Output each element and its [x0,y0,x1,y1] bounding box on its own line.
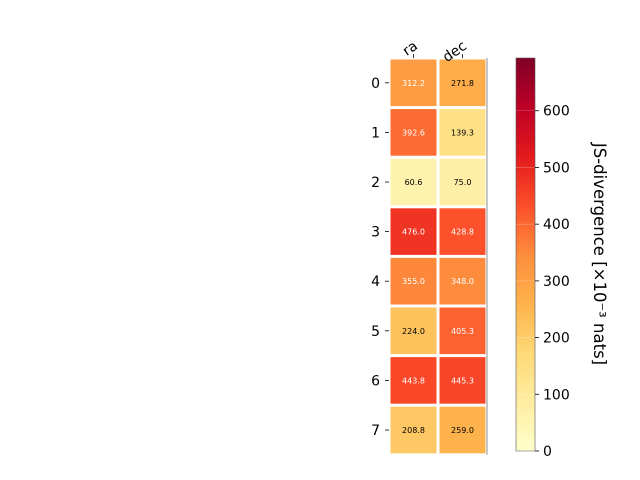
colorbar-label: JS-divergence [×10⁻³ nats] [590,142,609,365]
heatmap-cell [439,109,486,156]
cell-value-label: 405.3 [451,327,474,336]
cell-value-label: 60.6 [405,178,423,187]
heatmap-cell [390,307,437,355]
heatmap-cells: 312.2 271.8 392.6 139.3 60.6 75.0 476.0 428.8 35… [390,58,488,455]
heatmap-cell [390,257,437,305]
heatmap-cell [439,208,486,255]
cell-value-label: 443.8 [402,376,425,385]
heatmap-cell [390,208,437,255]
heatmap-cell [439,357,486,404]
cell-value-label: 445.3 [451,376,474,385]
colorbar-tick-label: 400 [543,217,570,233]
heatmap-cell [439,158,486,206]
row-label: 4 [371,274,380,290]
cell-value-label: 259.0 [451,426,474,435]
cell-value-label: 476.0 [402,228,425,237]
heatmap-cell [439,307,486,355]
cell-value-label: 208.8 [402,426,425,435]
colorbar-ticks: 0 100 200 300 400 500 600 [516,104,570,460]
heatmap-cell [390,109,437,156]
heatmap-cell [439,59,486,107]
cell-value-label: 224.0 [402,327,425,336]
heatmap-cell [439,406,486,454]
colorbar: 0 100 200 300 400 500 600 JS-divergence [×10⁻³… [515,57,609,460]
colorbar-tick-label: 200 [543,331,570,347]
heatmap-cell [439,257,486,305]
column-label: ra [400,38,421,59]
row-label: 7 [371,423,380,439]
colorbar-tick-label: 500 [543,160,570,176]
heatmap-cell [390,158,437,206]
cell-value-label: 139.3 [451,128,474,137]
cell-value-label: 348.0 [451,277,474,286]
colorbar-tick-label: 0 [543,444,552,460]
colorbar-tick-label: 100 [543,387,570,403]
heatmap-cell [390,357,437,404]
cell-value-label: 75.0 [454,178,472,187]
row-labels: 0 1 2 3 4 5 6 7 [371,76,389,439]
cell-value-label: 271.8 [451,79,474,88]
heatmap-cell [390,406,437,454]
heatmap-cell [390,59,437,107]
row-label: 6 [371,373,380,389]
colorbar-tick-label: 600 [543,104,570,120]
cell-value-label: 392.6 [402,128,425,137]
row-label: 5 [371,324,380,340]
cell-value-label: 428.8 [451,228,474,237]
colorbar-tick-label: 300 [543,274,570,290]
row-label: 3 [371,225,380,241]
row-label: 2 [371,175,380,191]
cell-value-label: 312.2 [402,79,425,88]
cell-value-label: 355.0 [402,277,425,286]
row-label: 0 [371,76,380,92]
colorbar-gradient [515,57,536,452]
row-label: 1 [371,125,380,141]
